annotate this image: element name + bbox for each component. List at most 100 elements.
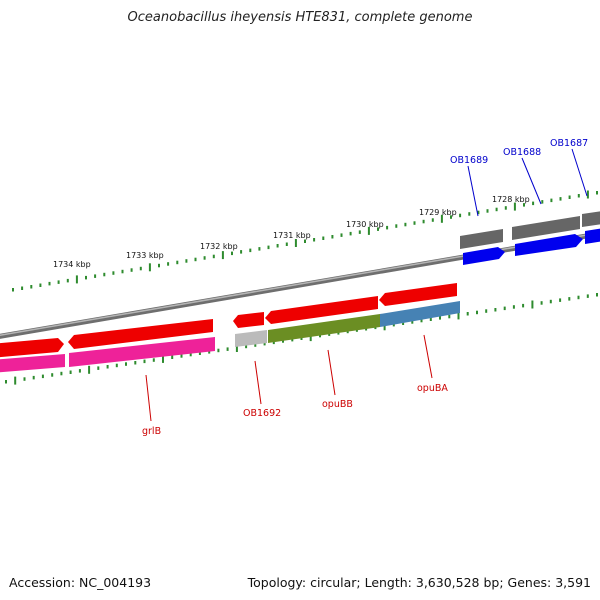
- inner-scale-tick: [485, 309, 488, 313]
- inner-scale-tick: [549, 299, 552, 304]
- inner-scale-tick: [180, 354, 183, 358]
- outer-scale-tick: [12, 288, 14, 292]
- outer-scale-tick: [367, 226, 370, 235]
- inner-scale-tick: [125, 362, 127, 366]
- inner-scale-tick: [540, 301, 543, 305]
- gene-OB1689-bar[interactable]: [460, 229, 503, 249]
- leader-opuBB: [327, 349, 336, 396]
- inner-scale-tick: [503, 306, 506, 311]
- inner-scale-tick: [429, 317, 432, 321]
- genome-title: Oceanobacillus iheyensis HTE831, complet…: [127, 10, 473, 25]
- tick-label: 1728 kbp: [492, 195, 530, 204]
- leader-opuBA: [423, 334, 433, 379]
- outer-scale-tick: [486, 209, 489, 213]
- gene-opuBB-bar[interactable]: [268, 314, 380, 343]
- inner-scale-tick: [69, 370, 72, 374]
- outer-scale-tick: [258, 247, 261, 251]
- outer-scale-tick: [39, 283, 42, 287]
- gene-label-OB1689[interactable]: OB1689: [450, 155, 488, 166]
- inner-scale-tick: [272, 340, 275, 345]
- inner-scale-tick: [476, 310, 478, 315]
- outer-scale-tick: [413, 221, 416, 225]
- outer-scale-tick: [48, 281, 51, 286]
- tick-label: 1734 kbp: [53, 260, 91, 269]
- outer-scale-tick: [203, 256, 206, 260]
- outer-scale-tick: [349, 231, 352, 236]
- inner-scale-tick: [162, 354, 164, 363]
- inner-scale-tick: [189, 352, 192, 357]
- gene-label-grlB[interactable]: grlB: [142, 426, 161, 437]
- inner-scale-tick: [568, 297, 571, 301]
- gene-label-OB1692[interactable]: OB1692: [243, 408, 281, 419]
- inner-scale-tick: [402, 321, 405, 325]
- inner-scale-tick: [383, 322, 386, 331]
- inner-scale-tick: [457, 311, 460, 320]
- inner-scale-tick: [217, 348, 220, 353]
- outer-scale-tick: [231, 251, 233, 256]
- leader-OB1688: [521, 157, 542, 205]
- inner-scale-tick: [235, 344, 238, 352]
- outer-scale-tick: [167, 262, 170, 266]
- gene-label-OB1688[interactable]: OB1688: [503, 147, 541, 158]
- gene-OB1688-bar[interactable]: [512, 216, 580, 240]
- inner-scale-tick: [282, 339, 284, 343]
- outer-scale-tick: [523, 203, 525, 207]
- outer-scale-tick: [459, 213, 462, 218]
- gene-grlB-bar[interactable]: [69, 337, 215, 367]
- inner-scale-tick: [586, 294, 589, 298]
- outer-scale-tick: [550, 198, 553, 203]
- outer-scale-tick: [212, 254, 215, 259]
- cds-opuBB-arrow[interactable]: [265, 296, 378, 324]
- outer-scale-tick: [541, 200, 544, 204]
- outer-scale-tick: [422, 219, 425, 224]
- inner-scale-tick: [171, 355, 174, 359]
- cds-opuBA-arrow[interactable]: [379, 283, 457, 306]
- tick-label: 1729 kbp: [419, 208, 457, 217]
- inner-scale-tick: [596, 293, 598, 297]
- inner-scale-tick: [198, 351, 201, 355]
- cds-OB1689-arrow[interactable]: [463, 247, 505, 265]
- outer-scale-tick: [468, 212, 471, 216]
- outer-scale-tick: [148, 263, 151, 272]
- inner-scale-tick: [226, 347, 229, 351]
- gene-opuBA-bar[interactable]: [380, 301, 460, 327]
- gene-OB1687-bar[interactable]: [582, 210, 600, 227]
- outer-scale-tick: [395, 224, 398, 228]
- outer-scale-tick: [322, 236, 325, 240]
- inner-scale-tick: [143, 359, 146, 364]
- outer-scale-tick: [568, 195, 571, 199]
- inner-scale-tick: [152, 358, 155, 362]
- outer-scale-tick: [358, 230, 361, 234]
- leader-OB1687: [571, 148, 588, 197]
- gene-label-OB1687[interactable]: OB1687: [550, 138, 588, 149]
- inner-scale-tick: [512, 305, 515, 309]
- outer-scale-tick: [21, 286, 24, 290]
- outer-scale-tick: [532, 201, 535, 206]
- inner-scale-tick: [115, 363, 118, 368]
- gene-OB1692-bar[interactable]: [235, 330, 267, 347]
- cds-OB1688-arrow[interactable]: [515, 234, 583, 256]
- outer-scale-tick: [240, 250, 243, 254]
- cds-OB1692-arrow[interactable]: [233, 312, 264, 328]
- gene-label-opuBB[interactable]: opuBB: [322, 399, 353, 410]
- outer-scale-tick: [66, 278, 69, 283]
- inner-scale-tick: [577, 295, 580, 300]
- tick-label: 1733 kbp: [126, 251, 164, 260]
- inner-scale-tick: [309, 333, 312, 342]
- cds-red-left-arrow[interactable]: [0, 338, 64, 358]
- gene-label-opuBA[interactable]: opuBA: [417, 383, 448, 394]
- cds-OB1687-arrow[interactable]: [585, 227, 600, 244]
- outer-scale-tick: [559, 197, 562, 201]
- cds-grlB-arrow[interactable]: [68, 319, 213, 349]
- tick-label: 1732 kbp: [200, 242, 238, 251]
- inner-scale-tick: [60, 371, 63, 376]
- outer-scale-tick: [112, 271, 115, 275]
- outer-scale-tick: [267, 245, 270, 250]
- outer-scale-tick: [75, 275, 78, 284]
- outer-scale-tick: [377, 227, 379, 231]
- genome-summary: Topology: circular; Length: 3,630,528 bp…: [247, 575, 591, 590]
- gene-pink-left-bar[interactable]: [0, 354, 65, 373]
- inner-scale-tick: [97, 366, 100, 370]
- outer-scale-tick: [176, 260, 179, 265]
- outer-scale-tick: [130, 268, 133, 272]
